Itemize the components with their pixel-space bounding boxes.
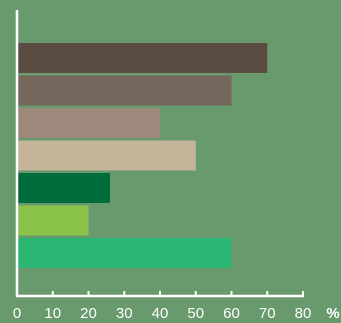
x-tick-label-80: 80: [295, 305, 312, 322]
bar-7: [17, 238, 232, 268]
x-tick-label-30: 30: [116, 305, 133, 322]
bar-2: [17, 75, 232, 106]
bar-3: [17, 108, 160, 138]
bar-4: [17, 140, 196, 171]
x-tick-label-50: 50: [187, 305, 204, 322]
x-tick-label-40: 40: [152, 305, 169, 322]
bars-group: [17, 43, 268, 268]
x-tick-label-60: 60: [223, 305, 240, 322]
x-axis-unit-label: %: [326, 305, 339, 322]
x-tick-label-0: 0: [13, 305, 21, 322]
x-tick-label-20: 20: [80, 305, 97, 322]
x-tick-label-10: 10: [44, 305, 61, 322]
x-ticks-group: 0 10 20 30 40 50 60 70 80: [13, 291, 312, 322]
x-tick-label-70: 70: [259, 305, 276, 322]
bar-1: [17, 43, 268, 73]
bar-5: [17, 173, 110, 203]
bar-6: [17, 205, 89, 236]
